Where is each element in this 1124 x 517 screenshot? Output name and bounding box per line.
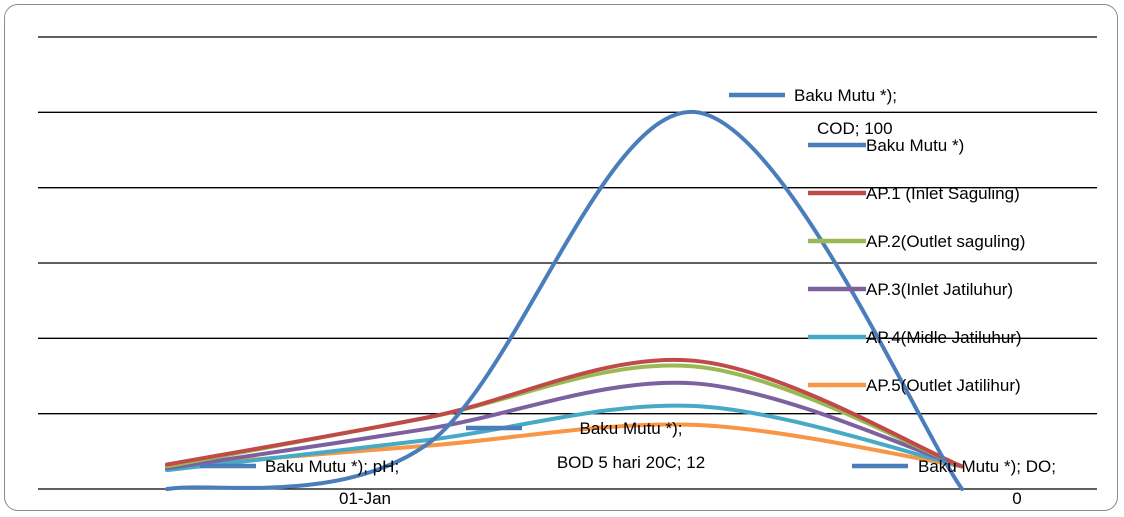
data-label: COD; 100 <box>817 119 893 138</box>
legend-label-ap-3-inlet-jatiluhur: AP.3(Inlet Jatiluhur) <box>866 280 1013 299</box>
data-label: 01-Jan <box>339 489 391 508</box>
legend-label-ap-4-midle-jatiluhur: AP.4(Midle Jatiluhur) <box>866 328 1022 347</box>
data-label: Baku Mutu *); <box>794 86 897 105</box>
data-label: Baku Mutu *); pH; <box>265 457 399 476</box>
series-line-ap-1-inlet-saguling <box>165 357 964 469</box>
chart-frame <box>4 4 1118 511</box>
series-line-baku-mutu <box>165 109 964 491</box>
series-group <box>165 109 964 491</box>
legend: Baku Mutu *) AP.1 (Inlet Saguling) AP.2(Ou… <box>808 136 1025 395</box>
legend-label-baku-mutu: Baku Mutu *) <box>866 136 964 155</box>
series-line-ap-4-midle-jatiluhur <box>165 403 964 473</box>
data-label: Baku Mutu *); <box>580 419 683 438</box>
data-label: 0 <box>1012 489 1021 508</box>
data-label: BOD 5 hari 20C; 12 <box>557 453 705 472</box>
series-line-ap-3-inlet-jatiluhur <box>165 380 964 471</box>
legend-label-ap-2-outlet-saguling: AP.2(Outlet saguling) <box>866 232 1025 251</box>
data-label: Baku Mutu *); DO; <box>918 457 1056 476</box>
legend-label-ap-5-outlet-jatilihur: AP.5(Outlet Jatilihur) <box>866 376 1021 395</box>
legend-label-ap-1-inlet-saguling: AP.1 (Inlet Saguling) <box>866 184 1020 203</box>
